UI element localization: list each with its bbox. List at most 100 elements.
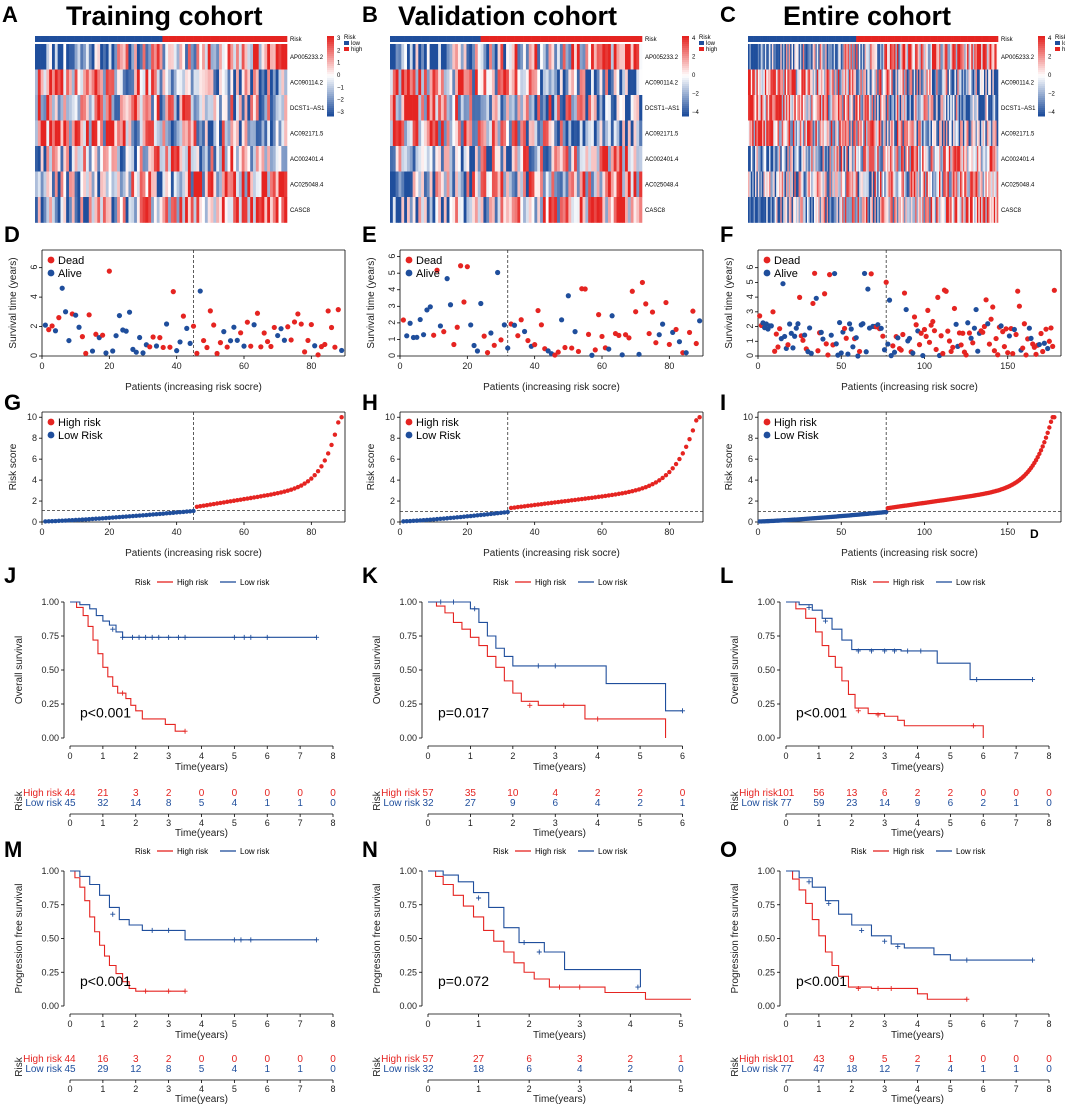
heatmap-cell [100,146,104,172]
heatmap-cell [983,197,986,223]
patient-point [454,324,460,330]
heatmap-cell [68,44,73,70]
risk-annotation-cell [809,36,812,42]
heatmap-cell [843,171,846,198]
heatmap-cell [957,171,959,198]
heatmap-cell [593,95,597,121]
patient-point [940,350,946,357]
heatmap-cell [457,171,462,198]
risk-annotation-cell [483,36,487,42]
heatmap-cell [559,146,564,172]
heatmap-cell [943,69,945,96]
km-panel-m: Risk High risk Low risk0.000.250.500.751.0… [14,847,336,1104]
heatmap-cell [199,120,203,147]
risk-annotation-cell [962,36,965,42]
heatmap-cell [483,146,487,172]
heatmap-cell [582,95,586,121]
colorbar-step [1038,82,1045,85]
heatmap-cell [908,44,910,70]
heatmap-cell [63,146,67,172]
panel-label-i: I [720,390,726,415]
heatmap-cell [255,197,259,223]
km-legend-title: Risk [851,578,868,587]
heatmap-cell [888,69,891,96]
heatmap-cell [766,171,768,198]
heatmap-cell [548,95,552,121]
heatmap-cell [990,120,993,147]
heatmap-cell [811,197,813,223]
x-axis-title: Patients (increasing risk socre) [483,382,620,393]
heatmap-cell [958,197,961,223]
censor-mark [868,648,874,654]
heatmap-cell [995,44,997,70]
y-axis-title: Overall survival [14,636,25,704]
heatmap-cell [776,44,778,70]
heatmap-cell [148,95,152,121]
heatmap-cell [627,95,631,121]
heatmap-cell [446,44,450,70]
heatmap-cell [548,197,552,223]
heatmap-cell [947,44,950,70]
heatmap-cell [531,120,535,147]
risk-annotation-cell [66,36,70,42]
at-risk-count: 57 [422,1054,434,1065]
heatmap-cell [221,146,226,172]
heatmap-cell [148,44,152,70]
heatmap-cell [763,146,766,172]
heatmap-cell [974,197,976,223]
heatmap-cell [565,69,569,96]
heatmap-cell [861,69,864,96]
heatmap-cell [762,146,764,172]
risk-annotation-cell [916,36,919,42]
risk-annotation-cell [608,36,612,42]
heatmap-cell [764,197,767,223]
risk-annotation-cell [849,36,851,42]
heatmap-cell [988,120,990,147]
risk-annotation-cell [825,36,827,42]
x-tick-label: 6 [265,751,270,761]
heatmap-cell [778,44,781,70]
heatmap-cell [794,95,797,121]
heatmap-cell [270,120,274,147]
risk-annotation-cell [828,36,830,42]
km-panel-j: Risk High risk Low risk0.000.250.500.751.0… [14,578,336,839]
heatmap-cell [887,146,889,172]
legend-label-dead: Dead [416,255,442,267]
heatmap-cell [924,120,927,147]
risk-annotation-cell [960,36,962,42]
heatmap-cell [267,197,271,223]
heatmap-cell [193,146,197,172]
heatmap-cell [559,95,564,121]
heatmap-cell [903,120,906,147]
heatmap-cell [469,197,473,223]
patient-point [861,270,868,277]
heatmap-cell [432,69,436,96]
heatmap-cell [176,95,180,121]
heatmap-cell [463,44,467,70]
heatmap-cell [83,120,87,147]
heatmap-cell [887,95,889,121]
at-risk-count: 29 [97,1064,109,1075]
patient-point [963,352,969,358]
heatmap-cell [528,197,532,223]
heatmap-cell [426,146,430,172]
heatmap-cell [818,69,820,96]
heatmap-cell [785,197,788,223]
at-risk-count: 4 [577,1064,583,1075]
heatmap-cell [815,171,818,198]
patient-point [1051,287,1057,293]
patient-point [525,337,531,344]
patient-point [511,322,518,328]
y-tick-label: 0.50 [757,934,775,944]
heatmap-cell [962,95,965,121]
risk-annotation-cell [968,36,971,42]
risk-annotation-cell [136,36,141,42]
y-tick-label: 0.25 [757,699,775,709]
heatmap-cell [958,95,961,121]
heatmap-cell [463,95,467,121]
heatmap-cell [774,44,777,70]
risk-annotation-cell [873,36,875,42]
heatmap-cell [500,95,504,121]
heatmap-cell [117,69,121,96]
heatmap-cell [639,95,643,121]
